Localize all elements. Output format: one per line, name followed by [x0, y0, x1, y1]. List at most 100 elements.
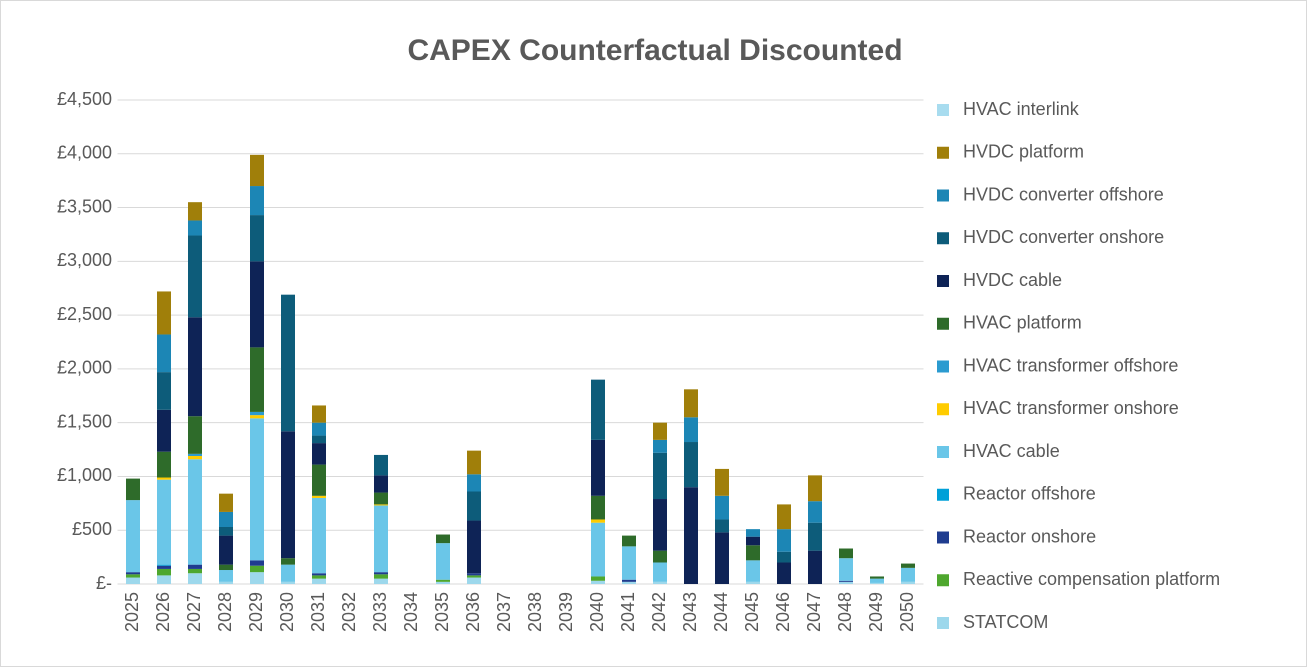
- x-tick-label: 2049: [866, 592, 886, 632]
- legend-label: HVDC cable: [963, 270, 1062, 290]
- x-tick-label: 2035: [432, 592, 452, 632]
- bar-segment: [126, 577, 140, 584]
- bar-segment: [250, 154, 264, 187]
- legend-label: HVAC transformer onshore: [963, 398, 1179, 418]
- bar-segment: [467, 575, 481, 578]
- x-tick-label: 2029: [246, 592, 266, 632]
- legend-label: HVAC interlink: [963, 99, 1080, 119]
- bar-segment: [653, 499, 667, 551]
- bar-segment: [436, 534, 450, 544]
- bar-segment: [591, 576, 605, 581]
- bar-segment: [281, 581, 295, 584]
- bar-segment: [684, 442, 698, 488]
- bar-segment: [188, 456, 202, 460]
- legend-label: HVDC converter offshore: [963, 184, 1164, 204]
- bar-segment: [250, 418, 264, 561]
- bar-segment: [157, 334, 171, 373]
- bar-segment: [591, 439, 605, 496]
- bar-segment: [374, 578, 388, 584]
- bar-segment: [374, 475, 388, 493]
- bar-segment: [188, 416, 202, 454]
- x-tick-label: 2038: [525, 592, 545, 632]
- y-tick-label: £4,000: [57, 143, 112, 163]
- bar-segment: [312, 575, 326, 579]
- bar-segment: [653, 550, 667, 563]
- bar-segment: [188, 459, 202, 565]
- chart-title: CAPEX Counterfactual Discounted: [407, 34, 902, 67]
- x-tick-label: 2040: [587, 592, 607, 632]
- bar-segment: [746, 536, 760, 546]
- bar-segment: [219, 564, 233, 571]
- y-tick-label: £500: [72, 519, 112, 539]
- bar-segment: [312, 497, 326, 574]
- bar-segment: [157, 564, 171, 566]
- bar-segment: [777, 562, 791, 584]
- bar-segment: [219, 570, 233, 582]
- bar-segment: [653, 439, 667, 453]
- x-tick-label: 2036: [463, 592, 483, 632]
- bar-segment: [870, 582, 884, 584]
- bar-segment: [467, 491, 481, 521]
- bar-segment: [901, 567, 915, 582]
- bar-segment: [188, 564, 202, 569]
- legend-label: HVAC cable: [963, 441, 1060, 461]
- x-tick-label: 2041: [618, 592, 638, 632]
- bar-segment: [870, 578, 884, 583]
- bar-segment: [715, 532, 729, 584]
- bar-segment: [157, 575, 171, 584]
- bar-segment: [312, 405, 326, 423]
- y-tick-label: £3,000: [57, 250, 112, 270]
- bar-segment: [188, 235, 202, 318]
- bar-segment: [591, 495, 605, 520]
- x-tick-label: 2030: [277, 592, 297, 632]
- bar-segment: [250, 565, 264, 573]
- bar-segment: [715, 519, 729, 533]
- bar-segment: [622, 535, 636, 547]
- x-tick-label: 2033: [370, 592, 390, 632]
- bar-segment: [250, 347, 264, 412]
- bar-segment: [219, 581, 233, 584]
- bar-segment: [591, 522, 605, 577]
- bar-segment: [839, 558, 853, 581]
- bar-segment: [901, 563, 915, 568]
- bar-segment: [622, 579, 636, 582]
- bar-segment: [219, 535, 233, 565]
- bar-segment: [281, 564, 295, 582]
- bar-segment: [250, 261, 264, 348]
- y-tick-label: £-: [96, 573, 112, 593]
- legend-swatch: [937, 403, 949, 416]
- bar-segment: [839, 580, 853, 582]
- bar-segment: [281, 431, 295, 559]
- bar-segment: [157, 477, 171, 480]
- x-tick-label: 2027: [184, 592, 204, 632]
- bar-segment: [157, 372, 171, 410]
- bar-segment: [312, 573, 326, 576]
- bar-segment: [622, 581, 636, 584]
- bar-segment: [591, 519, 605, 523]
- legend-label: HVDC converter onshore: [963, 227, 1164, 247]
- y-tick-label: £1,500: [57, 411, 112, 431]
- bar-segment: [901, 581, 915, 584]
- bar-segment: [126, 478, 140, 501]
- x-tick-label: 2037: [494, 592, 514, 632]
- bar-segment: [374, 504, 388, 506]
- y-tick-label: £4,500: [57, 89, 112, 109]
- bar-segment: [746, 529, 760, 537]
- legend-label: STATCOM: [963, 612, 1048, 632]
- bar-segment: [839, 548, 853, 559]
- bar-segment: [684, 487, 698, 584]
- bar-segment: [715, 495, 729, 520]
- bar-segment: [684, 389, 698, 418]
- bar-segment: [312, 495, 326, 498]
- bar-segment: [808, 501, 822, 523]
- bar-segment: [312, 443, 326, 465]
- legend-label: Reactive compensation platform: [963, 569, 1220, 589]
- y-tick-label: £2,500: [57, 304, 112, 324]
- bar-segment: [808, 522, 822, 551]
- bar-segment: [374, 454, 388, 476]
- bar-segment: [467, 474, 481, 492]
- bar-segment: [467, 577, 481, 584]
- bar-segment: [250, 186, 264, 216]
- x-tick-label: 2047: [804, 592, 824, 632]
